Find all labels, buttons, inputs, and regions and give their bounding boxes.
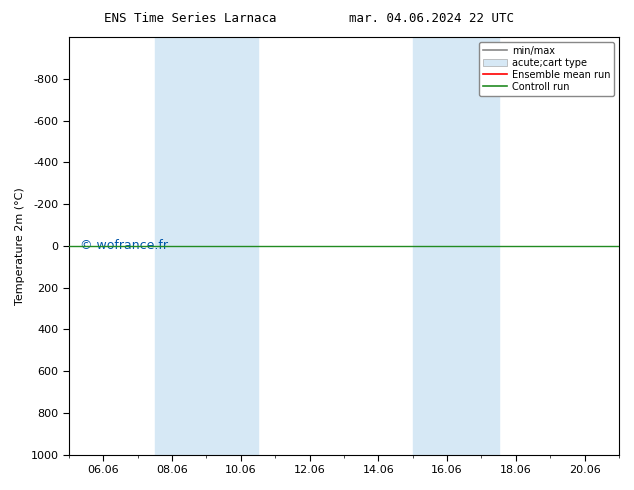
Text: ENS Time Series Larnaca: ENS Time Series Larnaca — [104, 12, 276, 25]
Text: mar. 04.06.2024 22 UTC: mar. 04.06.2024 22 UTC — [349, 12, 514, 25]
Text: © wofrance.fr: © wofrance.fr — [80, 239, 168, 252]
Legend: min/max, acute;cart type, Ensemble mean run, Controll run: min/max, acute;cart type, Ensemble mean … — [479, 42, 614, 96]
Y-axis label: Temperature 2m (°C): Temperature 2m (°C) — [15, 187, 25, 305]
Bar — [155, 37, 258, 455]
Bar — [413, 37, 499, 455]
